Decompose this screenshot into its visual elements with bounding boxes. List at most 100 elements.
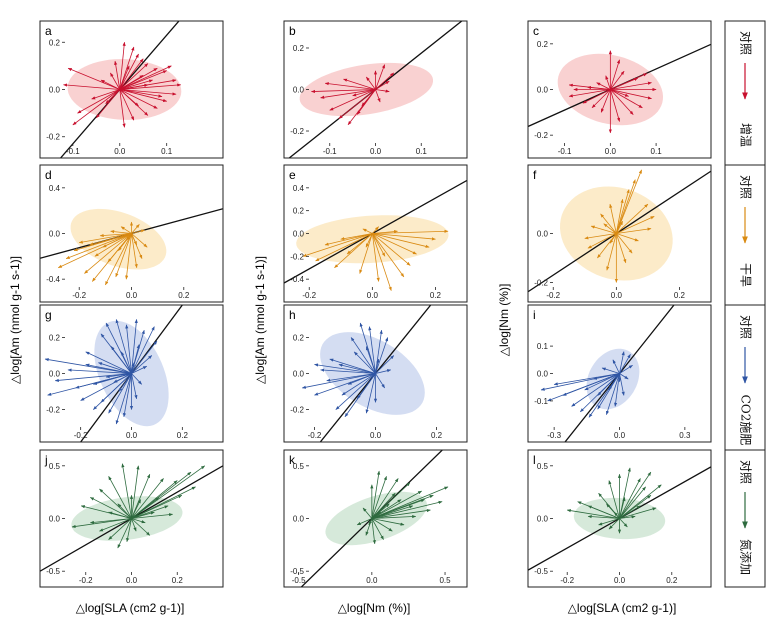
vector-d-18 bbox=[94, 233, 132, 257]
vector-e-16 bbox=[324, 233, 373, 246]
vector-j-19 bbox=[117, 518, 132, 549]
y-tick-label: -0.2 bbox=[290, 127, 304, 136]
vector-j-29 bbox=[131, 518, 151, 536]
vector-g-32 bbox=[98, 362, 132, 374]
vector-g-23 bbox=[100, 373, 132, 403]
legend-to-label: 氮添加 bbox=[739, 539, 754, 575]
panel-frame bbox=[527, 164, 712, 303]
vector-j-16 bbox=[131, 518, 146, 524]
y-tick-label: 0.0 bbox=[49, 370, 61, 379]
vector-a-1 bbox=[63, 83, 120, 90]
vector-j-4 bbox=[108, 475, 132, 519]
x-tick-label: 0.0 bbox=[614, 576, 626, 585]
panel-l: l -0.2 0.0 0.2 -0.5 0.0 0.5 bbox=[527, 449, 712, 588]
x-tick-label: -0.1 bbox=[66, 147, 80, 156]
vector-g-34 bbox=[113, 373, 132, 383]
vector-i-2 bbox=[553, 373, 620, 386]
vector-c-8 bbox=[610, 70, 625, 90]
vector-j-3 bbox=[99, 488, 132, 519]
vector-h-16 bbox=[356, 373, 376, 400]
vector-f-6 bbox=[616, 227, 652, 234]
y-axis-label-col2: △log[Am (nmol g-1 s-1)] bbox=[253, 256, 267, 384]
vector-e-7 bbox=[372, 233, 405, 278]
plot-area bbox=[300, 450, 449, 587]
vector-c-21 bbox=[605, 75, 611, 90]
vector-g-16 bbox=[131, 365, 148, 374]
panel-frame bbox=[39, 20, 224, 159]
vector-d-6 bbox=[105, 233, 132, 286]
vector-e-18 bbox=[365, 233, 373, 248]
vector-b-9 bbox=[375, 80, 390, 90]
vector-j-27 bbox=[108, 511, 132, 519]
vector-d-11 bbox=[131, 233, 148, 248]
vector-c-11 bbox=[610, 81, 652, 90]
x-tick-label: 0.5 bbox=[439, 576, 451, 585]
y-tick-label: 0.0 bbox=[537, 370, 549, 379]
x-tick-label: -0.2 bbox=[308, 431, 322, 440]
vector-i-17 bbox=[592, 373, 620, 380]
x-tick-label: -0.2 bbox=[302, 291, 316, 300]
vector-e-11 bbox=[372, 233, 436, 241]
y-tick-label: -0.2 bbox=[534, 278, 548, 287]
vector-a-3 bbox=[72, 89, 121, 126]
vector-j-6 bbox=[131, 465, 140, 519]
panel-frame bbox=[527, 449, 712, 588]
vector-f-9 bbox=[600, 213, 617, 234]
vector-g-15 bbox=[131, 355, 153, 374]
plot-area bbox=[528, 43, 711, 134]
panel-label: d bbox=[45, 168, 52, 182]
vector-j-2 bbox=[89, 497, 132, 519]
vector-h-4 bbox=[335, 373, 376, 410]
y-tick-label: 0.0 bbox=[293, 370, 305, 379]
vector-h-12 bbox=[375, 369, 392, 374]
vector-f-10 bbox=[590, 225, 617, 234]
x-tick-label: 0.0 bbox=[367, 291, 379, 300]
x-tick-label: -0.2 bbox=[560, 576, 574, 585]
vector-k-24 bbox=[371, 492, 396, 519]
panel-label: j bbox=[44, 453, 48, 467]
vector-g-26 bbox=[110, 346, 132, 374]
vector-g-14 bbox=[131, 340, 158, 374]
vector-c-7 bbox=[609, 59, 620, 90]
vector-i-10 bbox=[619, 373, 625, 396]
y-tick-label: 0.0 bbox=[49, 515, 61, 524]
panel-f: f -0.2 0.0 0.2 -0.2 0.0 bbox=[527, 164, 712, 303]
vector-j-23 bbox=[117, 503, 132, 519]
y-tick-label: 0.0 bbox=[293, 515, 305, 524]
vector-j-7 bbox=[131, 473, 151, 519]
legend-to-label: 干旱 bbox=[739, 263, 753, 287]
legend-from-label: 对照 bbox=[739, 175, 753, 199]
panel-e: e -0.2 0.0 0.2 -0.4 -0.2 0.0 0.2 0.4 bbox=[283, 164, 468, 303]
vector-d-12 bbox=[131, 229, 145, 234]
plot-area bbox=[40, 208, 223, 286]
vector-a-24 bbox=[119, 79, 153, 90]
vector-j-13 bbox=[131, 494, 183, 519]
vector-f-4 bbox=[616, 203, 649, 234]
y-tick-label: -0.2 bbox=[46, 406, 60, 415]
vector-g-5 bbox=[85, 351, 132, 374]
x-tick-label: 0.0 bbox=[366, 576, 378, 585]
vector-h-2 bbox=[320, 368, 376, 374]
vector-e-8 bbox=[372, 233, 411, 266]
y-tick-label: -0.5 bbox=[534, 567, 548, 576]
y-axis-label-col1: △log[Am (nmol g-1 s-1)] bbox=[8, 256, 22, 384]
vector-i-14 bbox=[619, 351, 625, 374]
y-tick-label: 0.2 bbox=[537, 40, 549, 49]
vector-a-7 bbox=[119, 41, 126, 90]
vector-j-8 bbox=[131, 478, 164, 519]
vector-g-24 bbox=[92, 373, 132, 385]
vector-d-4 bbox=[84, 233, 132, 274]
vector-k-3 bbox=[371, 470, 381, 519]
vector-d-13 bbox=[131, 224, 140, 234]
vector-d-21 bbox=[125, 233, 132, 241]
vector-i-4 bbox=[571, 373, 620, 407]
vector-l-20 bbox=[619, 486, 646, 519]
vector-e-14 bbox=[362, 228, 373, 234]
vector-c-15 bbox=[610, 89, 634, 115]
x-tick-label: 0.2 bbox=[177, 431, 189, 440]
vector-b-12 bbox=[375, 89, 381, 103]
x-tick-label: -0.2 bbox=[72, 291, 86, 300]
vector-e-17 bbox=[371, 233, 386, 257]
